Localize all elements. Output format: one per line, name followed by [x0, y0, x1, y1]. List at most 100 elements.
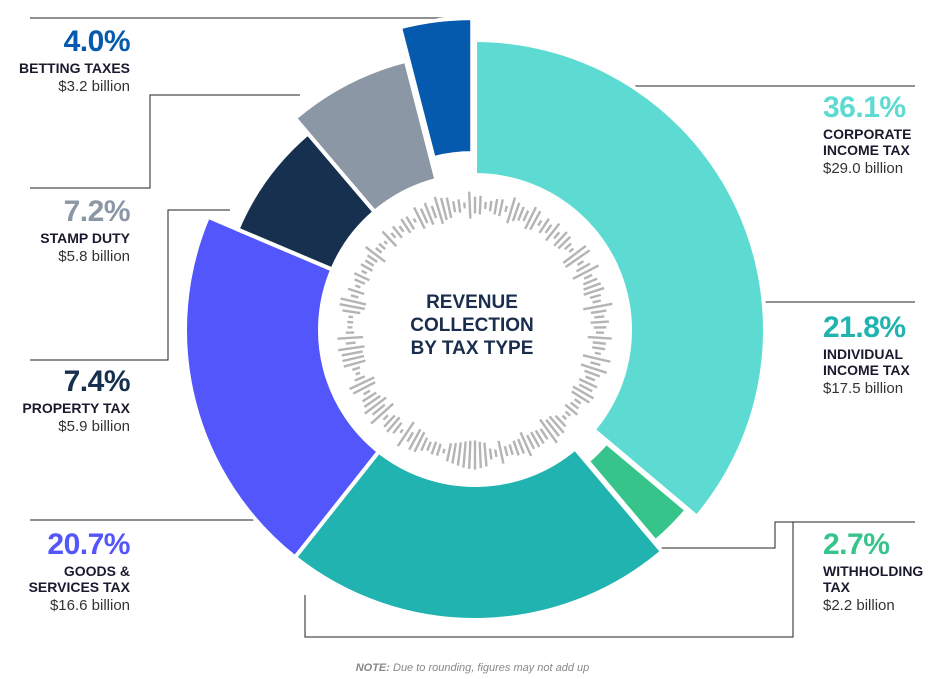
- data-label-percent: 20.7%: [47, 528, 130, 561]
- wave-tick: [347, 287, 365, 296]
- wave-tick: [524, 206, 538, 230]
- wave-tick: [361, 269, 368, 275]
- wave-tick: [483, 201, 487, 210]
- wave-tick: [375, 246, 383, 254]
- wave-tick: [408, 428, 422, 451]
- wave-tick: [557, 235, 572, 250]
- wave-tick: [590, 320, 609, 324]
- data-label-amount: $16.6 billion: [49, 597, 130, 615]
- wave-tick: [463, 202, 466, 209]
- wave-tick: [354, 375, 366, 382]
- wave-tick: [342, 309, 361, 315]
- wave-tick: [364, 246, 386, 263]
- wave-tick: [583, 282, 602, 291]
- wave-tick: [413, 206, 426, 230]
- wave-tick: [456, 442, 462, 466]
- wave-tick: [483, 442, 488, 467]
- wave-tick: [423, 202, 435, 226]
- wave-tick: [548, 415, 565, 434]
- category-label-line: CORPORATE: [823, 126, 912, 142]
- wave-tick: [413, 431, 426, 453]
- data-label-percent: 21.8%: [823, 311, 906, 344]
- donut-slices: [183, 16, 767, 622]
- data-label-amount: $5.9 billion: [58, 418, 130, 436]
- center-title-line: BY TAX TYPE: [410, 337, 534, 359]
- wave-tick: [353, 272, 370, 282]
- wave-tick: [462, 441, 467, 468]
- category-label: CORPORATE INCOME TAX: [823, 126, 911, 158]
- wave-tick: [563, 242, 572, 251]
- wave-tick: [545, 222, 561, 242]
- wave-tick: [396, 421, 415, 447]
- data-label-amount: $5.8 billion: [58, 248, 130, 266]
- donut-slice-betting: [397, 16, 475, 161]
- wave-tick: [493, 198, 499, 215]
- wave-tick: [412, 218, 417, 223]
- wave-tick: [457, 199, 462, 213]
- category-label-line: WITHHOLDING: [823, 563, 924, 579]
- wave-tick: [364, 396, 387, 415]
- wave-tick: [537, 219, 543, 227]
- data-label-percent: 4.0%: [63, 25, 131, 58]
- leader-line: [655, 521, 915, 549]
- wave-tick: [354, 284, 361, 289]
- wave-tick: [478, 195, 482, 215]
- wave-tick: [430, 441, 438, 455]
- data-label-amount: $3.2 billion: [58, 78, 130, 96]
- wave-tick: [522, 210, 530, 222]
- wave-tick: [506, 197, 517, 224]
- data-label-percent: 36.1%: [823, 91, 906, 124]
- wave-tick: [420, 437, 429, 452]
- wave-tick: [517, 438, 526, 454]
- wave-tick: [338, 345, 365, 352]
- wave-tick: [564, 403, 579, 416]
- wave-tick: [363, 394, 381, 408]
- data-label-amount: $2.2 billion: [823, 597, 895, 615]
- wave-tick: [343, 359, 366, 368]
- label-corporate-income-tax: 36.1% CORPORATE INCOME TAX $29.0 billion: [823, 91, 911, 178]
- wave-tick: [534, 429, 545, 445]
- category-label: INDIVIDUAL INCOME TAX: [823, 346, 910, 378]
- wave-tick: [399, 428, 404, 434]
- wave-tick: [433, 196, 445, 225]
- wave-tick: [530, 431, 541, 448]
- label-individual-income-tax: 21.8% INDIVIDUAL INCOME TAX $17.5 billio…: [823, 311, 910, 398]
- wave-tick: [572, 264, 600, 280]
- data-label-percent: 7.2%: [63, 195, 131, 228]
- category-label: GOODS & SERVICES TAX: [29, 563, 130, 595]
- wave-tick: [590, 309, 607, 315]
- wave-tick: [575, 262, 591, 273]
- wave-tick: [583, 286, 605, 296]
- wave-tick: [592, 341, 606, 345]
- wave-tick: [364, 259, 375, 267]
- wave-tick: [382, 414, 389, 421]
- wave-tick: [352, 381, 376, 395]
- leader-line: [304, 522, 794, 638]
- wave-tick: [587, 335, 612, 340]
- wave-tick: [442, 448, 446, 454]
- wave-tick: [590, 361, 601, 367]
- category-label-line: STAMP DUTY: [40, 230, 130, 246]
- wave-tick: [594, 315, 605, 319]
- wave-tick: [562, 244, 587, 264]
- wave-tick: [349, 376, 375, 391]
- category-label-line: TAX: [823, 579, 850, 596]
- wave-tick: [363, 389, 371, 396]
- wave-tick: [445, 443, 453, 462]
- wave-tick: [529, 210, 542, 231]
- wave-tick: [390, 232, 397, 239]
- wave-tick: [355, 371, 361, 376]
- wave-tick: [430, 205, 438, 219]
- radial-wave-decoration: [337, 191, 613, 470]
- wave-tick: [538, 218, 550, 234]
- wave-tick: [445, 197, 453, 219]
- wave-tick: [573, 398, 582, 405]
- wave-tick: [391, 225, 403, 239]
- label-withholding-tax: 2.7% WITHHOLDING TAX $2.2 billion: [823, 530, 924, 615]
- wave-tick: [435, 443, 442, 456]
- wave-tick: [539, 428, 549, 440]
- wave-tick: [553, 231, 568, 247]
- wave-tick: [345, 341, 356, 345]
- wave-tick: [585, 375, 596, 382]
- wave-tick: [503, 445, 509, 457]
